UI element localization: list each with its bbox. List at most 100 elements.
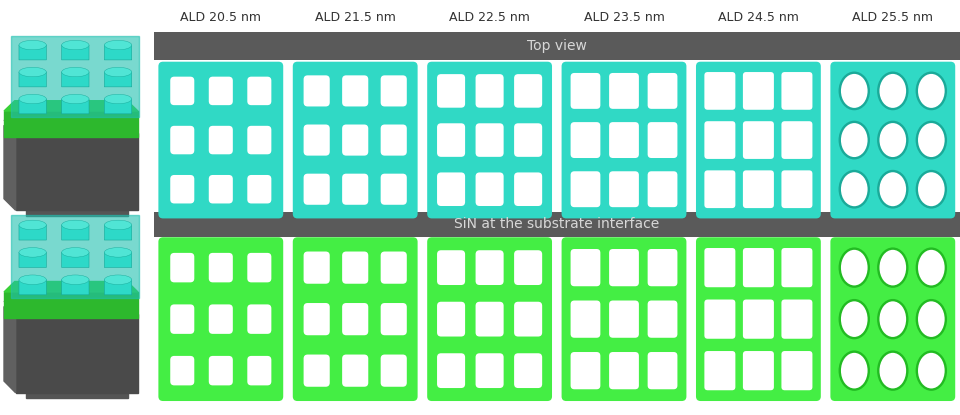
FancyBboxPatch shape bbox=[515, 353, 542, 388]
FancyBboxPatch shape bbox=[342, 124, 369, 156]
Ellipse shape bbox=[649, 75, 676, 107]
Ellipse shape bbox=[782, 352, 811, 389]
Ellipse shape bbox=[572, 302, 599, 336]
Ellipse shape bbox=[611, 75, 637, 107]
Ellipse shape bbox=[19, 67, 46, 77]
FancyBboxPatch shape bbox=[19, 252, 46, 267]
FancyBboxPatch shape bbox=[381, 173, 407, 205]
Ellipse shape bbox=[838, 299, 870, 339]
Ellipse shape bbox=[345, 127, 366, 153]
FancyBboxPatch shape bbox=[61, 280, 89, 295]
Ellipse shape bbox=[572, 354, 599, 388]
FancyBboxPatch shape bbox=[475, 123, 504, 157]
FancyBboxPatch shape bbox=[105, 72, 132, 87]
FancyBboxPatch shape bbox=[293, 237, 418, 401]
Ellipse shape bbox=[879, 353, 906, 388]
Ellipse shape bbox=[841, 353, 868, 388]
FancyBboxPatch shape bbox=[437, 302, 465, 337]
Ellipse shape bbox=[572, 251, 599, 284]
FancyBboxPatch shape bbox=[303, 76, 329, 107]
FancyBboxPatch shape bbox=[830, 237, 955, 401]
Ellipse shape bbox=[383, 254, 404, 281]
Ellipse shape bbox=[877, 247, 908, 288]
FancyBboxPatch shape bbox=[342, 354, 369, 387]
Polygon shape bbox=[15, 315, 138, 393]
FancyBboxPatch shape bbox=[562, 62, 686, 218]
Text: Top view: Top view bbox=[527, 39, 587, 53]
Text: ALD 21.5 nm: ALD 21.5 nm bbox=[315, 11, 396, 24]
Ellipse shape bbox=[61, 275, 89, 285]
Ellipse shape bbox=[782, 73, 811, 109]
Ellipse shape bbox=[744, 122, 773, 158]
Ellipse shape bbox=[916, 121, 948, 159]
Ellipse shape bbox=[877, 121, 908, 159]
FancyBboxPatch shape bbox=[208, 77, 233, 105]
FancyBboxPatch shape bbox=[170, 77, 194, 105]
FancyBboxPatch shape bbox=[696, 237, 821, 401]
FancyBboxPatch shape bbox=[293, 62, 418, 218]
Text: ALD 25.5 nm: ALD 25.5 nm bbox=[852, 11, 933, 24]
Ellipse shape bbox=[211, 128, 230, 152]
FancyBboxPatch shape bbox=[342, 76, 369, 107]
Ellipse shape bbox=[572, 75, 599, 107]
FancyBboxPatch shape bbox=[248, 126, 272, 154]
Polygon shape bbox=[12, 36, 139, 117]
FancyBboxPatch shape bbox=[381, 251, 407, 284]
Ellipse shape bbox=[838, 247, 870, 288]
Ellipse shape bbox=[105, 248, 132, 257]
Ellipse shape bbox=[916, 299, 948, 339]
FancyBboxPatch shape bbox=[781, 170, 812, 208]
FancyBboxPatch shape bbox=[381, 76, 407, 107]
Ellipse shape bbox=[250, 79, 269, 103]
Ellipse shape bbox=[440, 356, 463, 386]
Ellipse shape bbox=[916, 170, 948, 209]
Ellipse shape bbox=[744, 249, 773, 286]
FancyBboxPatch shape bbox=[743, 248, 774, 287]
Ellipse shape bbox=[61, 220, 89, 230]
FancyBboxPatch shape bbox=[648, 352, 678, 389]
Ellipse shape bbox=[841, 172, 868, 206]
FancyBboxPatch shape bbox=[437, 173, 465, 206]
Polygon shape bbox=[4, 301, 128, 324]
Ellipse shape bbox=[105, 94, 132, 104]
Ellipse shape bbox=[706, 300, 734, 338]
Ellipse shape bbox=[345, 78, 366, 104]
Ellipse shape bbox=[211, 255, 230, 280]
FancyBboxPatch shape bbox=[342, 173, 369, 205]
Ellipse shape bbox=[838, 121, 870, 159]
FancyBboxPatch shape bbox=[830, 62, 955, 218]
FancyBboxPatch shape bbox=[342, 303, 369, 335]
Ellipse shape bbox=[19, 220, 46, 230]
Ellipse shape bbox=[250, 307, 269, 331]
Ellipse shape bbox=[173, 128, 192, 152]
FancyBboxPatch shape bbox=[381, 303, 407, 335]
Ellipse shape bbox=[306, 305, 327, 333]
FancyBboxPatch shape bbox=[515, 250, 542, 285]
Polygon shape bbox=[4, 281, 138, 292]
Polygon shape bbox=[15, 133, 138, 210]
FancyBboxPatch shape bbox=[208, 253, 233, 282]
Ellipse shape bbox=[383, 127, 404, 153]
FancyBboxPatch shape bbox=[705, 300, 735, 339]
Ellipse shape bbox=[250, 255, 269, 280]
Ellipse shape bbox=[478, 252, 501, 283]
FancyBboxPatch shape bbox=[648, 171, 678, 207]
Ellipse shape bbox=[611, 354, 637, 388]
Ellipse shape bbox=[440, 175, 463, 204]
Ellipse shape bbox=[440, 125, 463, 155]
FancyBboxPatch shape bbox=[170, 175, 194, 203]
FancyBboxPatch shape bbox=[437, 250, 465, 285]
Ellipse shape bbox=[841, 74, 868, 108]
FancyBboxPatch shape bbox=[158, 62, 283, 218]
FancyBboxPatch shape bbox=[475, 74, 504, 107]
FancyBboxPatch shape bbox=[648, 300, 678, 338]
FancyBboxPatch shape bbox=[609, 122, 639, 158]
Ellipse shape bbox=[105, 275, 132, 285]
FancyBboxPatch shape bbox=[781, 351, 812, 390]
FancyBboxPatch shape bbox=[648, 73, 678, 109]
FancyBboxPatch shape bbox=[515, 74, 542, 107]
Polygon shape bbox=[4, 307, 15, 393]
Ellipse shape bbox=[706, 352, 734, 389]
FancyBboxPatch shape bbox=[105, 225, 132, 240]
FancyBboxPatch shape bbox=[303, 354, 329, 387]
